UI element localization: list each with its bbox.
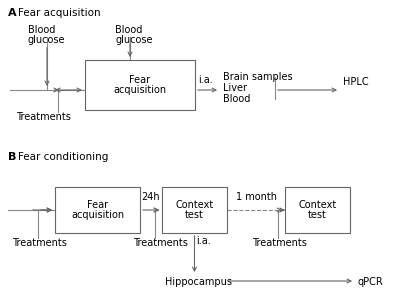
- Text: Treatments: Treatments: [133, 238, 188, 248]
- Text: i.a.: i.a.: [198, 75, 213, 85]
- Text: Fear conditioning: Fear conditioning: [18, 152, 108, 162]
- Text: Fear: Fear: [87, 200, 108, 210]
- Text: Treatments: Treatments: [252, 238, 307, 248]
- Text: Blood: Blood: [115, 25, 142, 35]
- Bar: [285, 187, 350, 233]
- Text: i.a.: i.a.: [196, 236, 211, 246]
- Bar: [162, 187, 227, 233]
- Text: A: A: [8, 8, 17, 18]
- Text: glucose: glucose: [115, 35, 152, 45]
- Text: test: test: [185, 210, 204, 220]
- Text: qPCR: qPCR: [358, 277, 384, 287]
- Text: Fear: Fear: [130, 75, 150, 85]
- Text: Context: Context: [298, 200, 337, 210]
- Text: acquisition: acquisition: [114, 85, 166, 95]
- Text: Brain samples: Brain samples: [223, 72, 293, 82]
- Text: Fear acquisition: Fear acquisition: [18, 8, 101, 18]
- Text: 1 month: 1 month: [236, 192, 276, 202]
- Text: acquisition: acquisition: [71, 210, 124, 220]
- Text: 24h: 24h: [142, 192, 160, 202]
- Text: HPLC: HPLC: [343, 77, 369, 87]
- Text: test: test: [308, 210, 327, 220]
- Text: Blood: Blood: [28, 25, 55, 35]
- Text: B: B: [8, 152, 16, 162]
- Text: Treatments: Treatments: [12, 238, 67, 248]
- Text: Treatments: Treatments: [16, 112, 71, 122]
- Bar: [85, 60, 195, 110]
- Text: glucose: glucose: [28, 35, 66, 45]
- Text: Liver: Liver: [223, 83, 247, 93]
- Text: Context: Context: [175, 200, 214, 210]
- Text: Hippocampus: Hippocampus: [164, 277, 232, 287]
- Text: Blood: Blood: [223, 94, 250, 104]
- Bar: [55, 187, 140, 233]
